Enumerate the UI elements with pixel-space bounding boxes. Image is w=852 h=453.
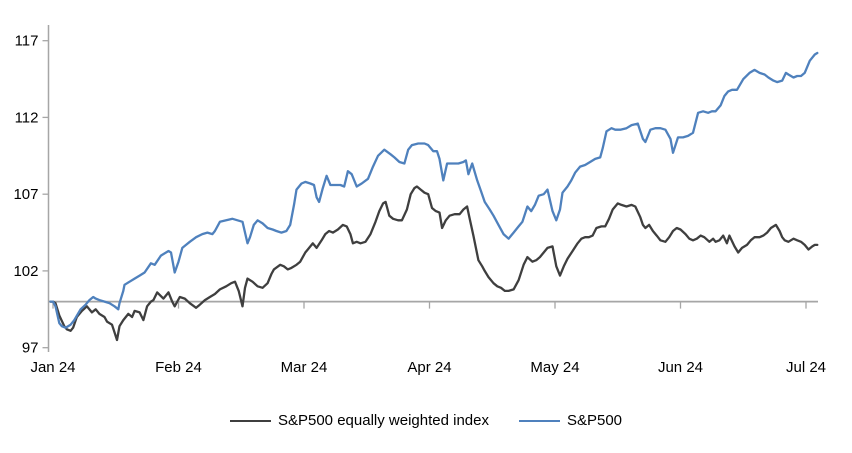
y-tick-label: 112 (15, 109, 39, 126)
y-tick-label: 117 (15, 33, 39, 50)
legend-label-equal-weighted: S&P500 equally weighted index (277, 412, 489, 429)
x-tick-label: May 24 (530, 359, 579, 376)
legend-item-sp500: S&P500 (518, 412, 623, 429)
plot-area: 117 112 107 102 97 Jan 24 Feb 24 Mar 24 Apr 24 Ma… (13, 25, 826, 376)
x-tick-label: Jul 24 (786, 359, 826, 376)
y-tick-label: 102 (13, 263, 38, 280)
y-tick-label: 107 (13, 186, 38, 203)
legend-item-equal-weighted: S&P500 equally weighted index (229, 412, 489, 429)
legend-swatch-equal-weighted (229, 419, 271, 422)
legend: S&P500 equally weighted index S&P500 (0, 412, 852, 429)
legend-swatch-sp500 (518, 419, 560, 422)
x-tick-label: Apr 24 (407, 359, 451, 376)
x-tick-label: Mar 24 (281, 359, 328, 376)
y-tick-label: 97 (22, 340, 39, 357)
x-tick-label: Feb 24 (155, 359, 202, 376)
legend-label-sp500: S&P500 (566, 412, 623, 429)
series-line-equal-weighted (49, 185, 819, 342)
x-tick-label: Jan 24 (30, 359, 75, 376)
series-line-sp500 (49, 51, 819, 329)
x-tick-label: Jun 24 (658, 359, 703, 376)
